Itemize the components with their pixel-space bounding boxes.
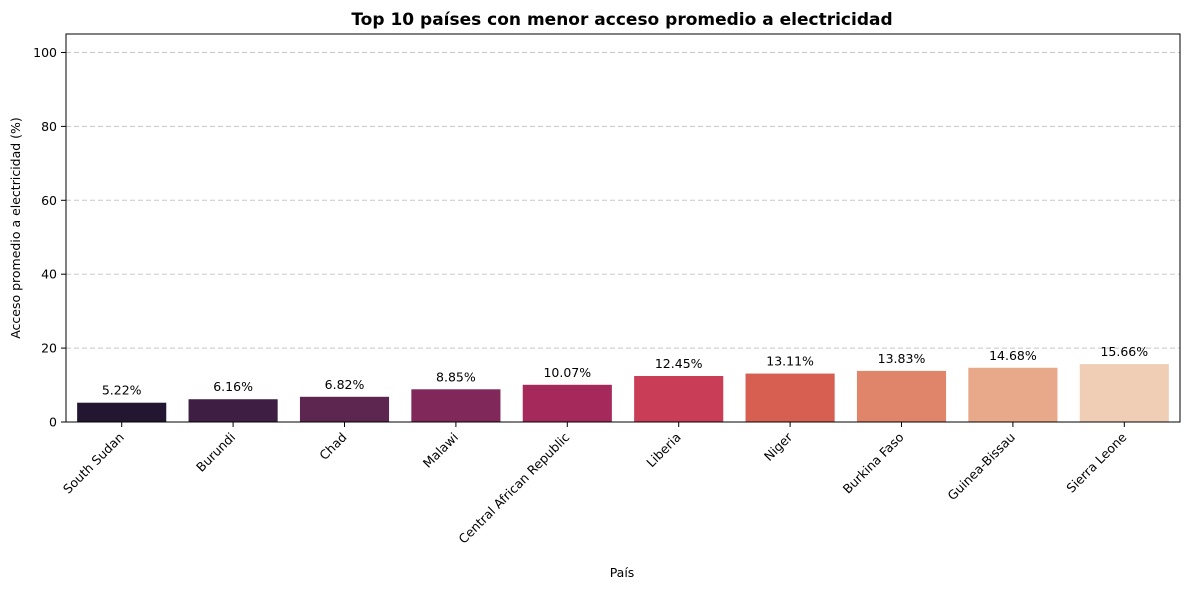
x-tick-label: Niger [761, 429, 796, 464]
x-tick-label: Central African Republic [455, 429, 572, 546]
bar [188, 399, 278, 422]
data-label: 8.85% [436, 369, 476, 384]
bar [634, 375, 724, 422]
y-axis: 0 20 40 60 80 100 [33, 45, 66, 430]
y-tick-label: 0 [49, 415, 57, 430]
bar [745, 373, 835, 422]
data-label: 13.83% [878, 351, 926, 366]
y-tick-label: 40 [41, 267, 57, 282]
y-tick-label: 100 [33, 45, 57, 60]
x-axis-label: País [610, 565, 635, 580]
data-label: 6.16% [213, 379, 253, 394]
data-labels: 5.22% 6.16% 6.82% 8.85% 10.07% 12.45% 13.11% 13… [102, 344, 1148, 398]
bar [856, 370, 947, 422]
x-tick-label: Chad [316, 430, 349, 463]
bars [77, 364, 1169, 422]
data-label: 10.07% [543, 365, 591, 380]
data-label: 15.66% [1100, 344, 1148, 359]
y-tick-label: 80 [41, 119, 57, 134]
y-tick-label: 60 [41, 193, 57, 208]
bar [411, 389, 501, 422]
chart-title: Top 10 países con menor acceso promedio … [351, 10, 892, 30]
x-tick-label: Liberia [643, 430, 684, 471]
grid-lines [66, 51, 1180, 349]
x-tick-label: Burkina Faso [840, 430, 907, 497]
bar [968, 367, 1058, 422]
x-tick-label: South Sudan [60, 430, 127, 497]
x-tick-label: Burundi [193, 430, 238, 475]
x-tick-label: Guinea-Bissau [944, 430, 1018, 504]
bar [77, 402, 167, 422]
bar [522, 384, 612, 422]
y-axis-label: Acceso promedio a electricidad (%) [8, 117, 23, 339]
data-label: 6.82% [325, 377, 365, 392]
plot-frame [65, 33, 1181, 423]
bar [1079, 364, 1169, 422]
x-tick-label: Sierra Leone [1063, 429, 1129, 495]
x-tick-label: Malawi [420, 430, 461, 471]
bar [299, 396, 390, 422]
y-tick-label: 20 [41, 341, 57, 356]
data-label: 12.45% [655, 356, 703, 371]
data-label: 14.68% [989, 348, 1037, 363]
data-label: 13.11% [766, 354, 814, 369]
data-label: 5.22% [102, 383, 142, 398]
